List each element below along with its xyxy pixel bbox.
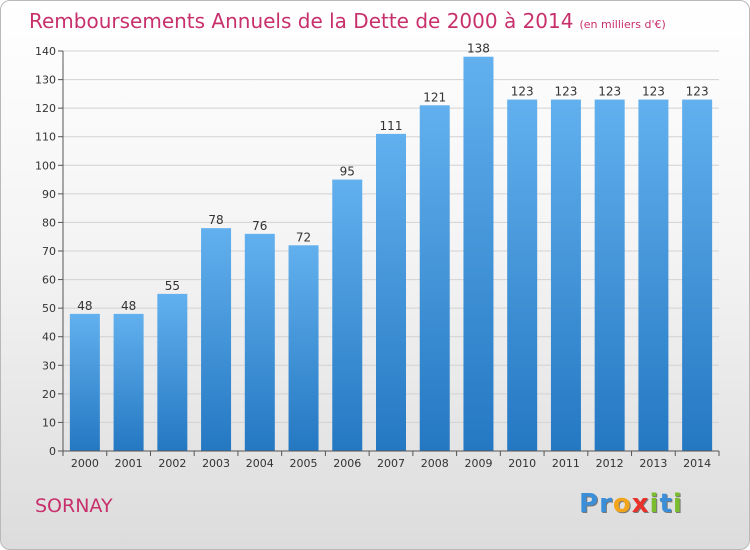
x-tick-label: 2011 (552, 457, 580, 470)
y-tick-label: 10 (42, 416, 56, 429)
x-tick-label: 2013 (639, 457, 667, 470)
proxiti-logo: Proxiti (579, 489, 683, 519)
bar (638, 99, 669, 452)
commune-name: SORNAY (35, 495, 113, 517)
x-tick-label: 2001 (115, 457, 143, 470)
unit-note: (en milliers d'€) (579, 18, 666, 31)
y-tick-label: 120 (35, 102, 56, 115)
y-tick-label: 130 (35, 74, 56, 87)
bar-value-label: 123 (554, 85, 577, 99)
bar (376, 133, 406, 451)
x-tick-label: 2009 (464, 457, 492, 470)
logo-letter: x (631, 489, 650, 519)
bar (594, 99, 625, 452)
logo-letter: i (649, 489, 660, 519)
bar (201, 228, 232, 451)
bar (682, 99, 713, 452)
title-text: Remboursements Annuels de la Dette de 20… (29, 9, 574, 33)
y-tick-label: 0 (49, 445, 56, 458)
bar-value-label: 123 (642, 85, 665, 99)
x-tick-label: 2010 (508, 457, 536, 470)
bar-value-label: 123 (511, 85, 534, 99)
y-tick-label: 80 (42, 216, 56, 229)
y-tick-label: 110 (35, 131, 56, 144)
bar-value-label: 111 (380, 119, 403, 133)
logo-letter: o (612, 489, 632, 519)
bar (288, 245, 319, 451)
bar-value-label: 76 (252, 219, 267, 233)
bar-value-label: 138 (467, 42, 490, 56)
bar-value-label: 121 (423, 90, 446, 104)
bar (244, 233, 275, 451)
bar-value-label: 78 (208, 213, 223, 227)
bar-value-label: 55 (165, 279, 180, 293)
bar (69, 313, 100, 451)
x-tick-label: 2007 (377, 457, 405, 470)
logo-letter: r (599, 489, 613, 519)
y-tick-label: 20 (42, 388, 56, 401)
y-tick-label: 40 (42, 331, 56, 344)
bar-value-label: 72 (296, 230, 311, 244)
y-tick-label: 60 (42, 274, 56, 287)
bar-value-label: 123 (598, 85, 621, 99)
bar (419, 105, 450, 452)
x-tick-label: 2005 (290, 457, 318, 470)
bar (113, 313, 144, 451)
bar-value-label: 48 (77, 299, 92, 313)
bar (463, 56, 494, 451)
x-tick-label: 2014 (683, 457, 711, 470)
bars: 48 48 55 78 76 72 95 111 121 138 123 123 123 123 123 (69, 42, 713, 452)
bar (332, 179, 363, 452)
x-tick-label: 2004 (246, 457, 274, 470)
axes: 0 10 20 30 40 50 60 70 80 90 100 110 120 130 140 2000 20… (35, 45, 720, 470)
bar-value-label: 95 (340, 165, 355, 179)
y-tick-label: 70 (42, 245, 56, 258)
bar (157, 293, 188, 451)
y-tick-label: 30 (42, 359, 56, 372)
y-tick-label: 140 (35, 45, 56, 58)
y-tick-label: 50 (42, 302, 56, 315)
x-tick-label: 2006 (333, 457, 361, 470)
x-tick-label: 2003 (202, 457, 230, 470)
bar (507, 99, 538, 452)
bar-value-label: 48 (121, 299, 136, 313)
x-tick-label: 2002 (158, 457, 186, 470)
logo-letter: P (579, 489, 600, 519)
bar (550, 99, 581, 452)
x-tick-label: 2000 (71, 457, 99, 470)
y-tick-label: 100 (35, 159, 56, 172)
logo-letter: t (659, 489, 673, 519)
logo-letter: i (672, 489, 683, 519)
y-tick-label: 90 (42, 188, 56, 201)
chart-title: Remboursements Annuels de la Dette de 20… (29, 9, 666, 33)
x-tick-label: 2008 (421, 457, 449, 470)
bar-value-label: 123 (686, 85, 709, 99)
x-tick-label: 2012 (596, 457, 624, 470)
